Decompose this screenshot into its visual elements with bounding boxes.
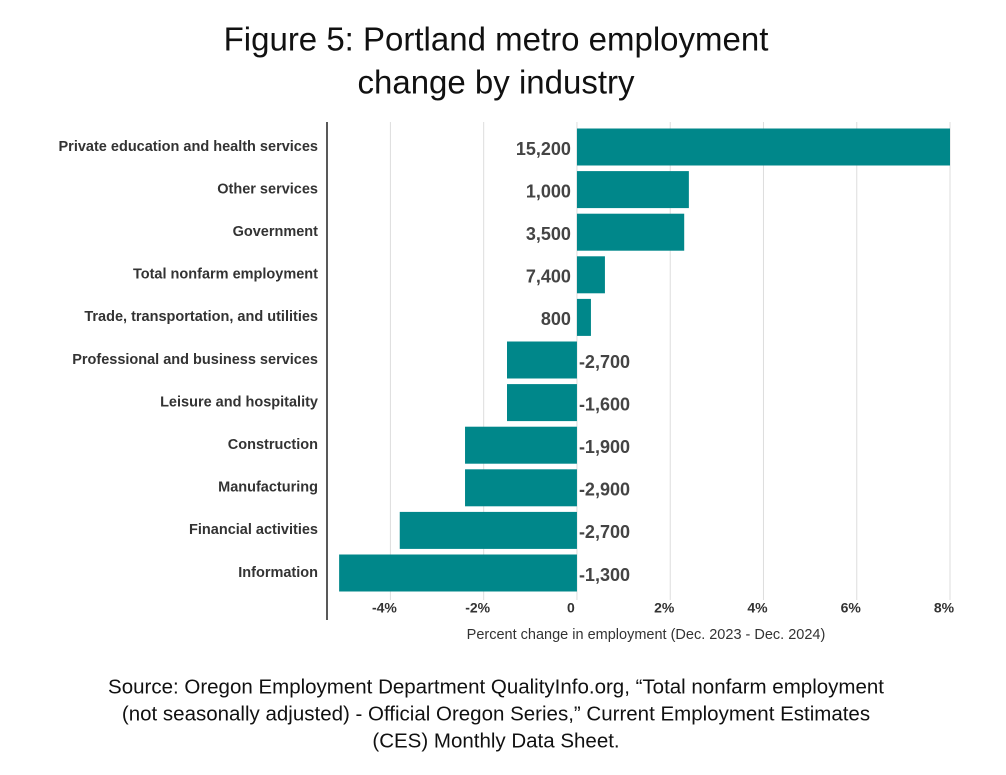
chart-title: Figure 5: Portland metro employment <box>224 21 769 58</box>
x-axis-label: Percent change in employment (Dec. 2023 … <box>467 627 826 643</box>
value-label: 7,400 <box>526 267 571 287</box>
x-tick-label: -4% <box>372 600 397 616</box>
category-label: Other services <box>217 181 318 197</box>
bar <box>576 128 951 166</box>
category-label: Private education and health services <box>59 139 319 155</box>
bar <box>339 554 577 592</box>
bar <box>576 298 591 336</box>
category-label: Financial activities <box>189 522 318 538</box>
value-label: -2,900 <box>579 480 630 500</box>
x-tick-label: 8% <box>934 600 955 616</box>
bar <box>507 384 577 422</box>
value-label: -1,900 <box>579 437 630 457</box>
value-label: -2,700 <box>579 522 630 542</box>
bar <box>576 256 605 294</box>
source: Source: Oregon Employment Department Qua… <box>108 675 884 698</box>
value-label: -1,300 <box>579 565 630 585</box>
x-tick-label: 2% <box>654 600 675 616</box>
category-label: Total nonfarm employment <box>133 267 318 283</box>
category-label: Trade, transportation, and utilities <box>84 309 318 325</box>
category-label: Information <box>238 565 318 581</box>
value-label: 15,200 <box>516 139 571 159</box>
x-tick-label: 6% <box>841 600 862 616</box>
category-label: Professional and business services <box>72 352 318 368</box>
category-label: Leisure and hospitality <box>160 394 318 410</box>
bar <box>399 511 577 549</box>
plot: Private education and health services 15,… <box>59 128 951 592</box>
value-label: -2,700 <box>579 352 630 372</box>
bar <box>576 213 685 251</box>
bar <box>465 426 577 464</box>
bar <box>507 341 577 379</box>
bar <box>465 469 577 507</box>
x-tick-label: 0 <box>567 600 575 616</box>
value-label: 1,000 <box>526 181 571 201</box>
category-label: Manufacturing <box>218 480 318 496</box>
category-label: Government <box>233 224 319 240</box>
chart-title: change by industry <box>357 64 635 101</box>
x-tick-label: -2% <box>465 600 490 616</box>
value-label: 800 <box>541 309 571 329</box>
value-label: 3,500 <box>526 224 571 244</box>
source: (not seasonally adjusted) - Official Ore… <box>122 702 870 725</box>
x-tick-label: 4% <box>747 600 768 616</box>
value-label: -1,600 <box>579 394 630 414</box>
category-label: Construction <box>228 437 318 453</box>
bar <box>576 171 689 209</box>
source: (CES) Monthly Data Sheet. <box>372 729 619 752</box>
